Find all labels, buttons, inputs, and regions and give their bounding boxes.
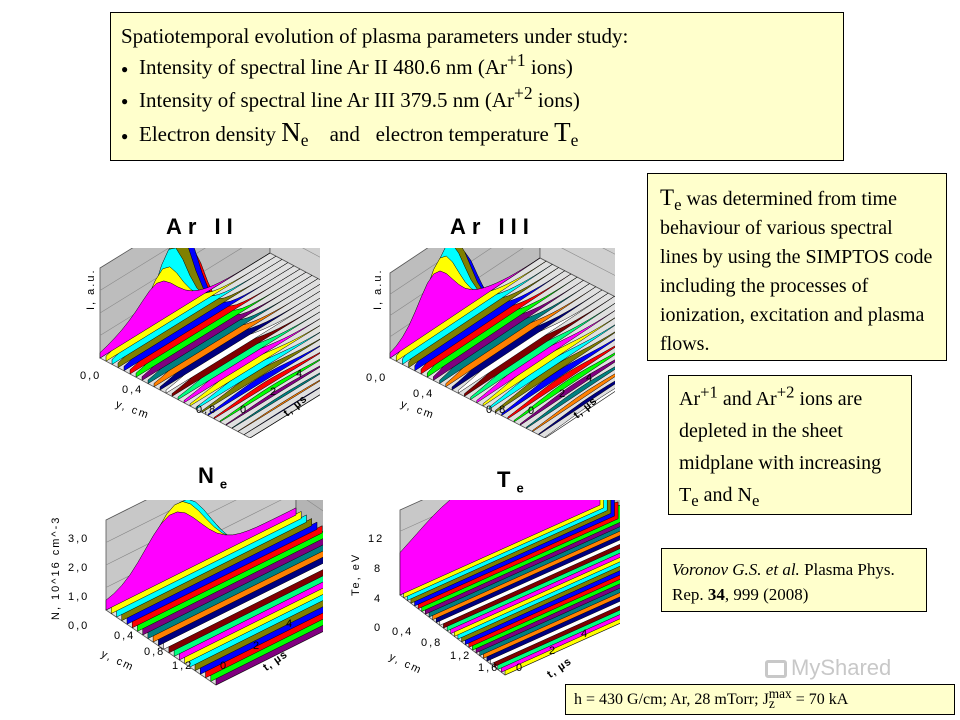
ne-ttick: 2	[253, 640, 262, 652]
te-ztick: 8	[374, 563, 383, 575]
surface-ribbon	[237, 379, 320, 433]
te-ytick: 1,6	[478, 662, 500, 674]
te-ttick: 0	[516, 662, 525, 674]
surface-ribbon	[399, 500, 601, 596]
panel-title-ar3: Ar III	[450, 214, 535, 239]
panel-title-te: Te	[497, 467, 524, 496]
gridline	[389, 248, 460, 295]
header-item-1: ● Intensity of spectral line Ar II 480.6 …	[121, 51, 833, 85]
ar3-ztick: 0,0	[366, 372, 388, 384]
bullet-icon: ●	[121, 61, 129, 76]
ar3-zlabel: I, a.u.	[372, 268, 384, 310]
ne-ttick: 0	[220, 660, 229, 672]
ar2-ttick: 4	[296, 368, 305, 380]
te-note-box: Te was determined from time behaviour of…	[647, 173, 947, 361]
surface-ribbon	[99, 252, 271, 359]
te-zlabel: Te, eV	[350, 552, 362, 596]
gridline	[105, 500, 192, 543]
ne-ztick: 1,0	[68, 591, 90, 603]
panel-title-ar2: Ar II	[166, 214, 239, 239]
surface-ribbon	[231, 372, 320, 429]
ar3-surface-plot	[389, 248, 615, 438]
surface-ribbon	[519, 359, 615, 426]
surface-ribbon	[389, 257, 541, 359]
ar2-ttick: 2	[270, 386, 279, 398]
ne-ytick: 1,2	[172, 660, 194, 672]
ne-ytick: 0,8	[144, 646, 166, 658]
te-surface-plot	[399, 500, 620, 676]
surface-ribbon	[538, 380, 615, 436]
watermark-logo-icon	[765, 660, 787, 679]
ne-ytick: 0,4	[114, 630, 136, 642]
surface-ribbon	[488, 324, 615, 410]
ar2-ytick: 0,4	[122, 384, 144, 396]
ar3-ttick: 4	[586, 372, 595, 384]
surface-ribbon	[249, 394, 320, 438]
ne-ttick: 4	[286, 618, 295, 630]
surface-ribbon	[105, 507, 297, 611]
ar2-ztick: 0,0	[80, 370, 102, 382]
watermark: MyShared	[765, 655, 891, 681]
ar2-ytick: 0,8	[196, 404, 218, 416]
side-wall	[269, 248, 320, 281]
te-ytick: 1,2	[450, 650, 472, 662]
surface-ribbon	[495, 331, 615, 413]
bullet-icon: ●	[121, 129, 129, 144]
gridline	[306, 500, 323, 512]
te-ytick: 0,4	[392, 626, 414, 638]
surface-ribbon	[532, 373, 615, 433]
surface-ribbon	[225, 365, 320, 426]
header-title: Spatiotemporal evolution of plasma param…	[121, 24, 629, 48]
ions-note-box: Ar+1 and Ar+2 ions are depleted in the s…	[668, 375, 912, 515]
reference-box: Voronov G.S. et al. Plasma Phys. Rep. 34…	[661, 548, 927, 612]
te-ztick: 4	[374, 593, 383, 605]
te-ztick: 0	[374, 622, 383, 634]
ar3-ytick: 0,8	[486, 404, 508, 416]
ar2-zlabel: I, a.u.	[85, 268, 97, 310]
header-box: Spatiotemporal evolution of plasma param…	[110, 12, 844, 161]
te-ttick: 4	[581, 628, 590, 640]
surface-ribbon	[482, 317, 615, 407]
surface-ribbon	[513, 352, 615, 423]
parameters-box: h = 430 G/cm; Ar, 28 mTorr; Jzmax = 70 k…	[565, 684, 955, 715]
surface-ribbon	[476, 310, 615, 404]
gridline	[99, 248, 170, 291]
header-item-3: ● Electron density Ne and electron temper…	[121, 117, 579, 151]
ar3-ttick: 0	[528, 405, 537, 417]
surface-ribbon	[207, 345, 320, 417]
ar3-ttick: 2	[559, 388, 568, 400]
surface-ribbon	[544, 388, 615, 438]
panel-title-ne: Ne	[198, 463, 228, 492]
surface-ribbon	[243, 386, 320, 436]
ne-zlabel: N, 10^16 cm^-3	[50, 515, 62, 620]
ne-ztick: 2,0	[68, 562, 90, 574]
surface-ribbon	[195, 331, 320, 410]
surface-ribbon	[213, 352, 320, 420]
surface-ribbon	[526, 366, 615, 429]
ne-surface-plot	[105, 500, 323, 686]
surface-ribbon	[507, 345, 615, 420]
gridline	[561, 248, 615, 276]
bullet-icon: ●	[121, 94, 129, 109]
ar2-ttick: 0	[240, 404, 249, 416]
te-ttick: 2	[549, 645, 558, 657]
ne-ztick: 3,0	[68, 533, 90, 545]
te-ztick: 12	[368, 533, 385, 545]
header-item-2: ● Intensity of spectral line Ar III 379.5…	[121, 84, 833, 118]
surface-ribbon	[501, 338, 615, 417]
ne-ztick: 0,0	[68, 620, 90, 632]
ar2-surface-plot	[99, 248, 320, 438]
surface-ribbon	[201, 338, 320, 413]
ar3-ytick: 0,4	[413, 388, 435, 400]
te-ytick: 0,8	[421, 637, 443, 649]
side-wall	[539, 248, 615, 298]
surface-ribbon	[219, 358, 320, 423]
